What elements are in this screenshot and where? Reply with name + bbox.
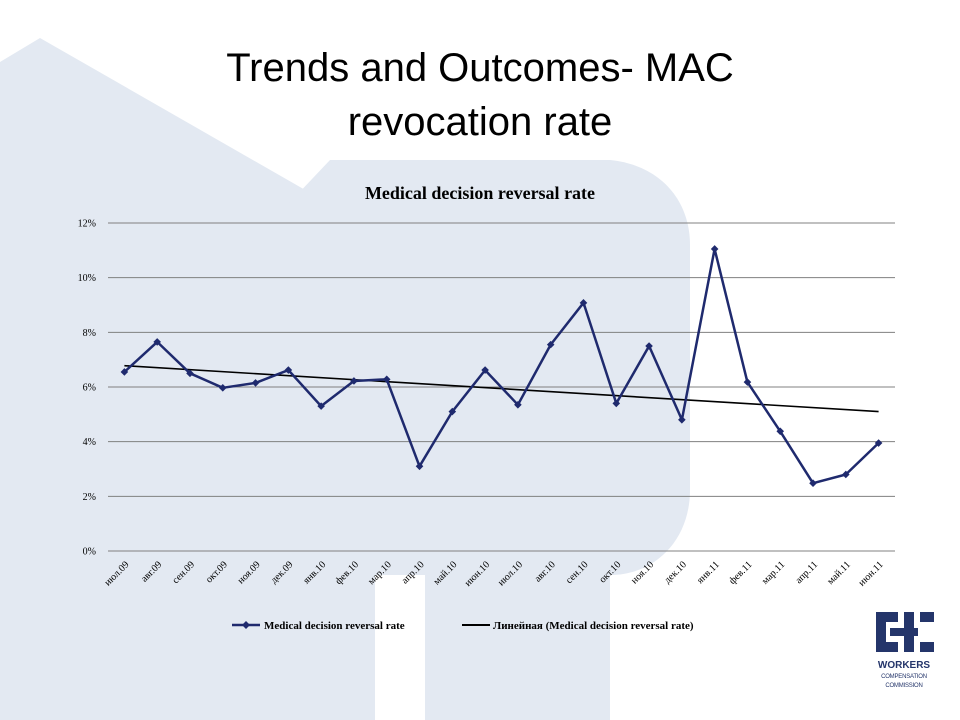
x-tick-label: окт.10 (597, 559, 623, 585)
y-tick-label: 10% (78, 273, 96, 284)
series-line (123, 247, 880, 485)
data-point-marker (382, 375, 391, 384)
chart-gridlines (108, 222, 895, 552)
series-layer (120, 245, 883, 488)
x-tick-label: апр.10 (400, 559, 427, 586)
x-tick-label: мар.11 (760, 559, 787, 586)
legend-label-trendline: Линейная (Medical decision reversal rate… (493, 620, 694, 632)
y-tick-label: 12% (78, 219, 96, 230)
watermark-logo-shape (0, 38, 690, 720)
data-point-marker (514, 400, 522, 409)
slide-title-line-2: revocation rate (347, 100, 613, 144)
x-tick-label: авг.10 (533, 559, 558, 584)
logo-text-commission: COMMISSION (885, 683, 923, 689)
x-tick-label: май.10 (431, 559, 459, 587)
x-tick-label: май.11 (825, 559, 853, 587)
data-point-marker (776, 427, 785, 436)
data-point-marker (251, 379, 260, 387)
x-tick-label: дек.09 (269, 559, 296, 586)
data-point-marker (448, 407, 457, 416)
x-tick-label: фев.11 (727, 559, 754, 586)
chart-legend: Medical decision reversal rate Линейная … (232, 620, 694, 632)
data-point-marker (120, 368, 129, 376)
data-point-marker (612, 399, 621, 408)
x-tick-label: сен.09 (170, 559, 197, 586)
data-point-marker (710, 245, 719, 253)
data-point-marker (350, 377, 358, 385)
workers-compensation-commission-logo: WORKERS COMPENSATION COMMISSION (868, 608, 940, 708)
slide-title-line-1: Trends and Outcomes- MAC (226, 46, 734, 90)
data-point-marker (218, 384, 227, 392)
data-point-marker (546, 340, 555, 349)
x-tick-label: июл.10 (496, 559, 525, 588)
x-tick-label: янв.10 (301, 559, 328, 586)
data-point-marker (842, 470, 850, 479)
y-tick-label: 0% (83, 547, 96, 558)
x-tick-label: авг.09 (139, 559, 164, 584)
data-point-marker (678, 416, 686, 424)
logo-text-compensation: COMPENSATION (881, 674, 927, 680)
y-tick-label: 6% (83, 383, 96, 394)
data-point-marker (743, 378, 752, 386)
logo-mark-icon (876, 612, 934, 652)
x-tick-label: фев.10 (333, 559, 361, 587)
x-tick-label: янв.11 (695, 559, 722, 586)
y-tick-label: 8% (83, 328, 96, 339)
legend-series-marker (242, 621, 250, 629)
legend-label-series: Medical decision reversal rate (264, 620, 405, 632)
x-tick-label: июл.09 (102, 559, 131, 588)
x-tick-label: июн.10 (463, 559, 492, 588)
x-tick-label: ноя.10 (629, 559, 656, 586)
logo-text-workers: WORKERS (877, 660, 931, 671)
data-point-marker (481, 366, 489, 374)
x-tick-label: окт.09 (204, 559, 230, 585)
data-point-marker (153, 338, 161, 346)
data-point-marker (284, 366, 293, 374)
x-tick-label: мар.10 (366, 559, 394, 587)
chart-title: Medical decision reversal rate (365, 183, 595, 203)
data-point-marker (317, 402, 325, 410)
x-axis-tick-labels: июл.09 авг.09 сен.09 окт.09 ноя.09 дек.09 янв.… (102, 559, 885, 588)
x-tick-label: дек.10 (662, 559, 689, 586)
data-point-marker (809, 479, 817, 488)
x-tick-label: ноя.09 (236, 559, 263, 586)
x-tick-label: июн.11 (857, 559, 886, 588)
y-tick-label: 4% (83, 437, 96, 448)
y-axis-tick-labels: 0% 2% 4% 6% 8% 10% 12% (78, 219, 96, 558)
data-point-marker (186, 369, 194, 378)
y-tick-label: 2% (83, 492, 96, 503)
data-point-marker (579, 299, 588, 307)
data-point-marker (415, 462, 424, 471)
x-tick-label: сен.10 (564, 559, 591, 586)
data-point-marker (645, 342, 653, 350)
data-point-marker (874, 439, 883, 447)
x-tick-label: апр.11 (793, 559, 820, 586)
